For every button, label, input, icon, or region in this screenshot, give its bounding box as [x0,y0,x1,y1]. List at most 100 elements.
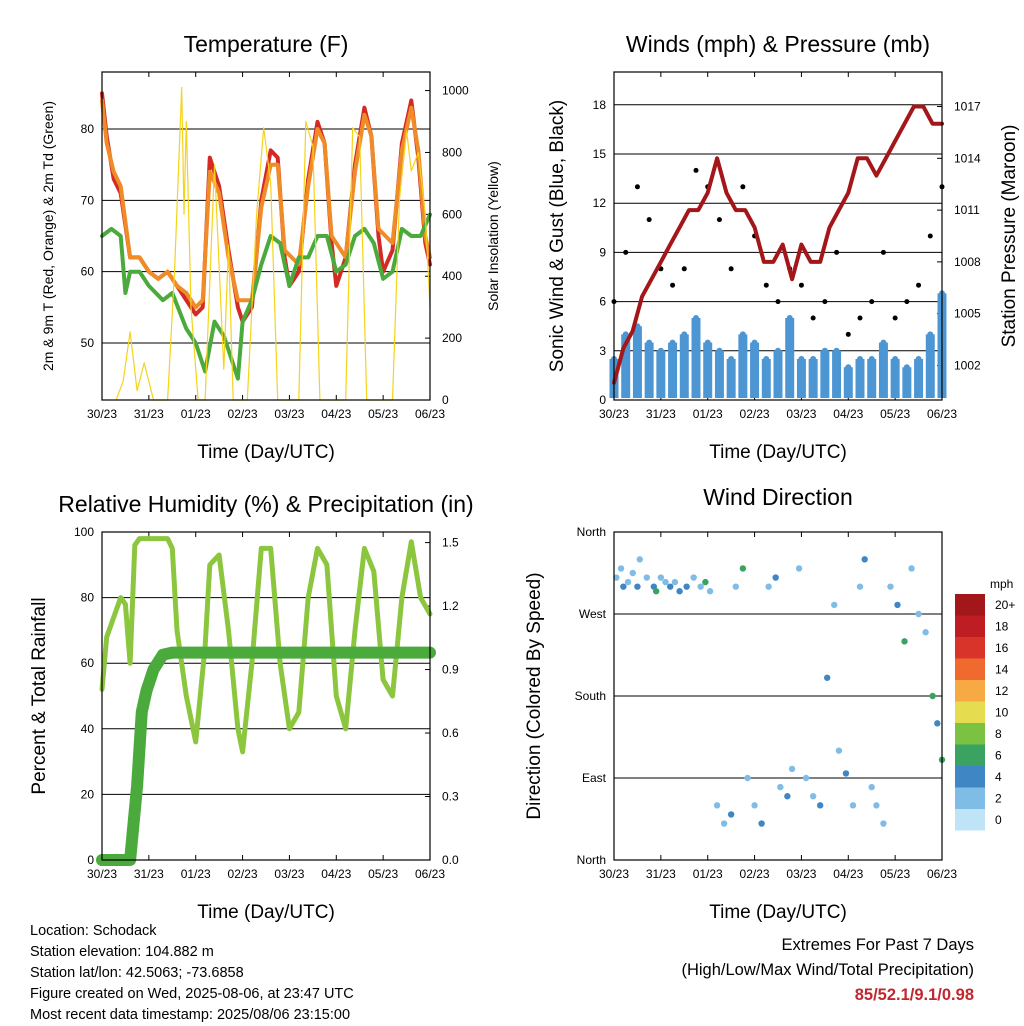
data-point [816,802,824,809]
data-point [857,356,863,362]
x-tick-label: 02/23 [740,867,770,881]
chart-panel-1: Temperature (F)5060708002004006008001000… [40,31,501,463]
data-point [880,820,887,827]
y-axis-label: Sonic Wind & Gust (Blue, Black) [547,100,568,372]
colorbar-unit: mph [990,577,1013,591]
data-point [880,339,887,346]
data-point [892,356,899,362]
x-tick-label: 31/23 [646,407,676,421]
colorbar-label: 6 [995,749,1002,763]
data-point [842,770,850,777]
data-point [916,282,922,288]
y-tick-label: East [582,771,607,785]
data-point [634,184,640,190]
y-tick-label: 50 [81,336,95,350]
colorbar-cell [955,594,985,616]
x-tick-label: 03/23 [274,867,304,881]
data-point [775,347,781,354]
colorbar-cell [955,637,985,659]
y2-tick-label: 1.2 [442,599,459,613]
data-point [833,347,840,354]
x-tick-label: 03/23 [274,407,304,421]
data-point [622,331,629,338]
data-point [629,569,636,577]
data-point [831,601,838,609]
y2-tick-label: 1002 [954,358,981,372]
data-point [765,583,772,590]
y-tick-label: 12 [593,196,607,210]
station-elevation: Station elevation: 104.882 m [30,944,214,960]
x-tick-label: 30/23 [87,867,117,881]
data-point [706,588,714,595]
data-point [856,583,864,590]
data-point [772,574,779,581]
colorbar-cell [955,723,985,745]
data-point [732,583,740,590]
data-point [624,578,632,586]
y2-tick-label: 0.6 [442,726,459,740]
data-point [894,601,901,609]
data-point [887,583,894,590]
x-tick-label: 06/23 [927,407,957,421]
data-point [775,299,781,305]
data-point [681,266,687,272]
series-line [96,646,436,866]
y2-tick-label: 1005 [954,307,981,321]
data-point [809,793,817,800]
y2-tick-label: 600 [442,207,462,221]
x-tick-label: 30/23 [599,867,629,881]
y-axis-label: Percent & Total Rainfall [29,597,50,794]
data-point [845,364,852,371]
series-line [99,536,433,755]
colorbar-cell [955,680,985,702]
colorbar-label: 4 [995,770,1002,784]
data-point [798,356,805,362]
data-point [646,339,653,346]
data-point [657,347,664,354]
data-point [869,299,875,305]
x-axis-label: Time (Day/UTC) [197,902,335,923]
y2-tick-label: 1011 [954,203,980,217]
x-tick-label: 01/23 [693,867,723,881]
station-location: Location: Schodack [30,923,157,939]
y-tick-label: 70 [81,193,95,207]
y-tick-label: North [577,853,606,867]
x-tick-label: 03/23 [786,867,816,881]
data-point [873,802,880,809]
x-tick-label: 06/23 [415,407,445,421]
colorbar-cell [955,809,985,831]
y-axis-label: Direction (Colored By Speed) [524,572,545,819]
chart-title: Winds (mph) & Pressure (mb) [626,31,930,57]
colorbar-cell [955,701,985,723]
data-point [739,331,746,338]
data-point [861,556,868,563]
chart-title: Relative Humidity (%) & Precipitation (i… [58,491,473,517]
colorbar-cell [955,658,985,680]
series-total-precipitation [96,646,436,866]
y-tick-label: 100 [74,525,94,539]
chart-title: Temperature (F) [184,31,349,57]
colorbar-label: 16 [995,641,1009,655]
x-tick-label: 04/23 [833,867,863,881]
colorbar-cell [955,766,985,788]
x-tick-label: 01/23 [693,407,723,421]
y2-tick-label: 400 [442,269,462,283]
series-station-pressure [612,104,944,385]
plot-frame [613,531,943,861]
data-point [901,638,908,645]
x-axis-label: Time (Day/UTC) [709,442,847,463]
y2-tick-label: 1017 [954,100,981,114]
station-latlon: Station lat/lon: 42.5063; -73.6858 [30,965,244,981]
series-line [100,212,432,381]
data-point [810,315,816,321]
x-tick-label: 05/23 [368,407,398,421]
recent-timestamp: Most recent data timestamp: 2025/08/06 2… [30,1007,351,1023]
colorbar-label: 20+ [995,598,1015,612]
data-point [922,629,929,636]
y2-tick-label: 0 [442,393,449,407]
data-point [798,282,804,288]
chart-panel-3: Relative Humidity (%) & Precipitation (i… [29,491,474,923]
data-point [728,356,735,362]
y-tick-label: South [575,689,606,703]
